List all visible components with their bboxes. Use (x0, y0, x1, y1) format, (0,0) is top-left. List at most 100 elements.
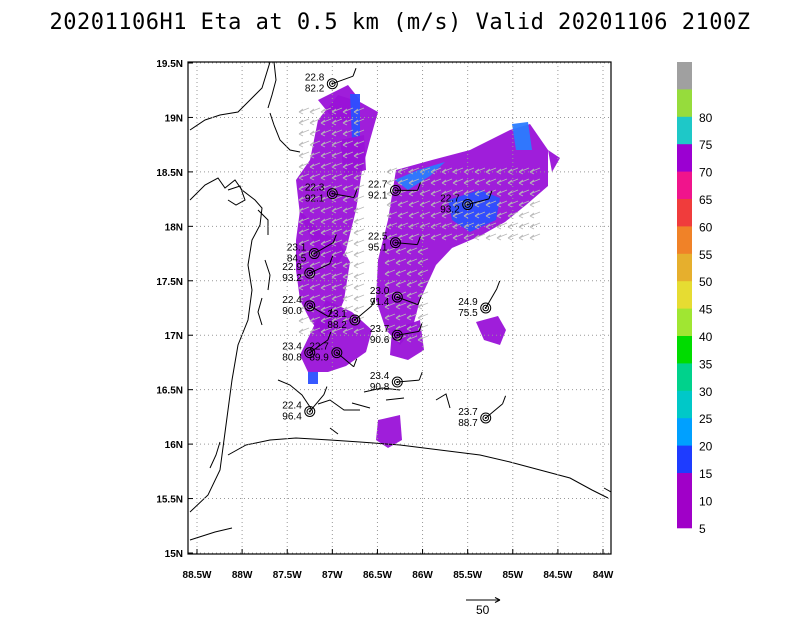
wind-vector (496, 167, 508, 175)
wind-vector (298, 195, 310, 203)
reference-vector: 50 (466, 597, 501, 617)
station-plot: 23.188.2 (327, 297, 376, 331)
lon-tick-label: 85W (502, 570, 523, 581)
station-temperature: 22.4 (282, 400, 302, 411)
coastline-segment (317, 399, 360, 411)
station-circle (304, 300, 316, 312)
wind-vector (430, 167, 442, 175)
wind-vector (419, 211, 431, 219)
coastline-segment (257, 297, 263, 326)
wind-vector (397, 167, 409, 175)
wind-vector (395, 258, 407, 266)
wind-vector (518, 200, 530, 208)
wind-speed-shading (296, 85, 560, 448)
station-humidity: 95.1 (368, 243, 388, 254)
colorbar-swatch (677, 116, 692, 145)
wind-vector (309, 206, 321, 214)
lon-tick-label: 86W (412, 570, 433, 581)
wind-vector (342, 162, 354, 170)
wind-vector (342, 118, 354, 126)
coastline-segment (189, 177, 263, 513)
wind-vector (507, 200, 519, 208)
colorbar-label: 10 (699, 494, 713, 508)
colorbar-swatch (677, 199, 692, 227)
station-circle-inner (482, 304, 490, 312)
wind-vector (441, 178, 453, 186)
station-humidity: 89.9 (309, 353, 329, 364)
wind-vector (320, 206, 332, 214)
wind-vector (309, 239, 321, 247)
wind-vector (386, 167, 398, 175)
wind-vector (406, 280, 418, 288)
wind-vector (384, 302, 396, 310)
wind-vector (353, 162, 365, 170)
station-circle (304, 347, 316, 359)
station-temperature: 22.7 (440, 194, 460, 205)
wind-vector (309, 162, 321, 170)
station-circle (391, 329, 403, 341)
wind-speed-area (308, 372, 318, 384)
station-temperature: 23.1 (287, 243, 307, 254)
wind-vector (406, 247, 418, 255)
colorbar-swatch (677, 62, 692, 90)
wind-barb-staff (309, 263, 330, 274)
station-temperature: 22.3 (305, 183, 325, 194)
wind-speed-area (376, 415, 402, 448)
station-humidity: 93.2 (440, 205, 460, 216)
wind-vector (309, 316, 321, 324)
wind-vector (529, 222, 541, 230)
wind-vector (417, 302, 429, 310)
wind-vector (384, 247, 396, 255)
station-temperature: 23.1 (327, 309, 347, 320)
wind-vector (518, 189, 530, 197)
station-humidity: 90.0 (282, 306, 302, 317)
wind-vector (353, 261, 365, 269)
lat-tick-label: 16N (165, 440, 183, 451)
station-plot: 23.480.8 (282, 331, 332, 364)
station-temperature: 23.7 (370, 324, 390, 335)
wind-vector (518, 211, 530, 219)
station-circle-inner (482, 414, 490, 422)
wind-vector (463, 189, 475, 197)
wind-vector (386, 178, 398, 186)
wind-barb-flag (352, 67, 357, 77)
wind-vector (309, 151, 321, 159)
wind-vector (353, 283, 365, 291)
colorbar-swatch (677, 226, 692, 255)
station-circle-inner (333, 349, 341, 356)
wind-vector (441, 189, 453, 197)
wind-vector (298, 129, 310, 137)
coastline-segment (603, 487, 611, 493)
colorbar-swatch (677, 473, 692, 501)
wind-vector (342, 151, 354, 159)
wind-vector (298, 118, 310, 126)
station-humidity: 90.8 (370, 382, 390, 393)
wind-vector (474, 233, 486, 241)
wind-barb-staff (354, 305, 373, 321)
station-temperature: 23.7 (458, 407, 478, 418)
colorbar-label: 70 (699, 166, 713, 180)
wind-vector (353, 107, 365, 115)
wind-barb-staff (397, 379, 420, 383)
colorbar-label: 5 (699, 522, 706, 536)
station-circle (462, 199, 474, 211)
wind-vector (384, 313, 396, 321)
wind-vector (298, 107, 310, 115)
colorbar-swatch (677, 89, 692, 118)
wind-barb-staff (314, 242, 334, 254)
station-circle (349, 314, 361, 326)
wind-vector (342, 261, 354, 269)
wind-vector (309, 261, 321, 269)
lon-tick-label: 86.5W (363, 570, 392, 581)
station-humidity: 96.4 (282, 411, 302, 422)
wind-barb-flag (329, 255, 334, 265)
wind-vector (430, 211, 442, 219)
wind-speed-area (448, 190, 500, 232)
coastline-segment (267, 62, 277, 109)
station-circle (304, 267, 316, 279)
lat-tick-label: 15.5N (156, 495, 183, 506)
wind-vector (342, 239, 354, 247)
wind-vector (298, 261, 310, 269)
lat-tick-label: 19.5N (156, 59, 183, 70)
wind-vector (419, 189, 431, 197)
